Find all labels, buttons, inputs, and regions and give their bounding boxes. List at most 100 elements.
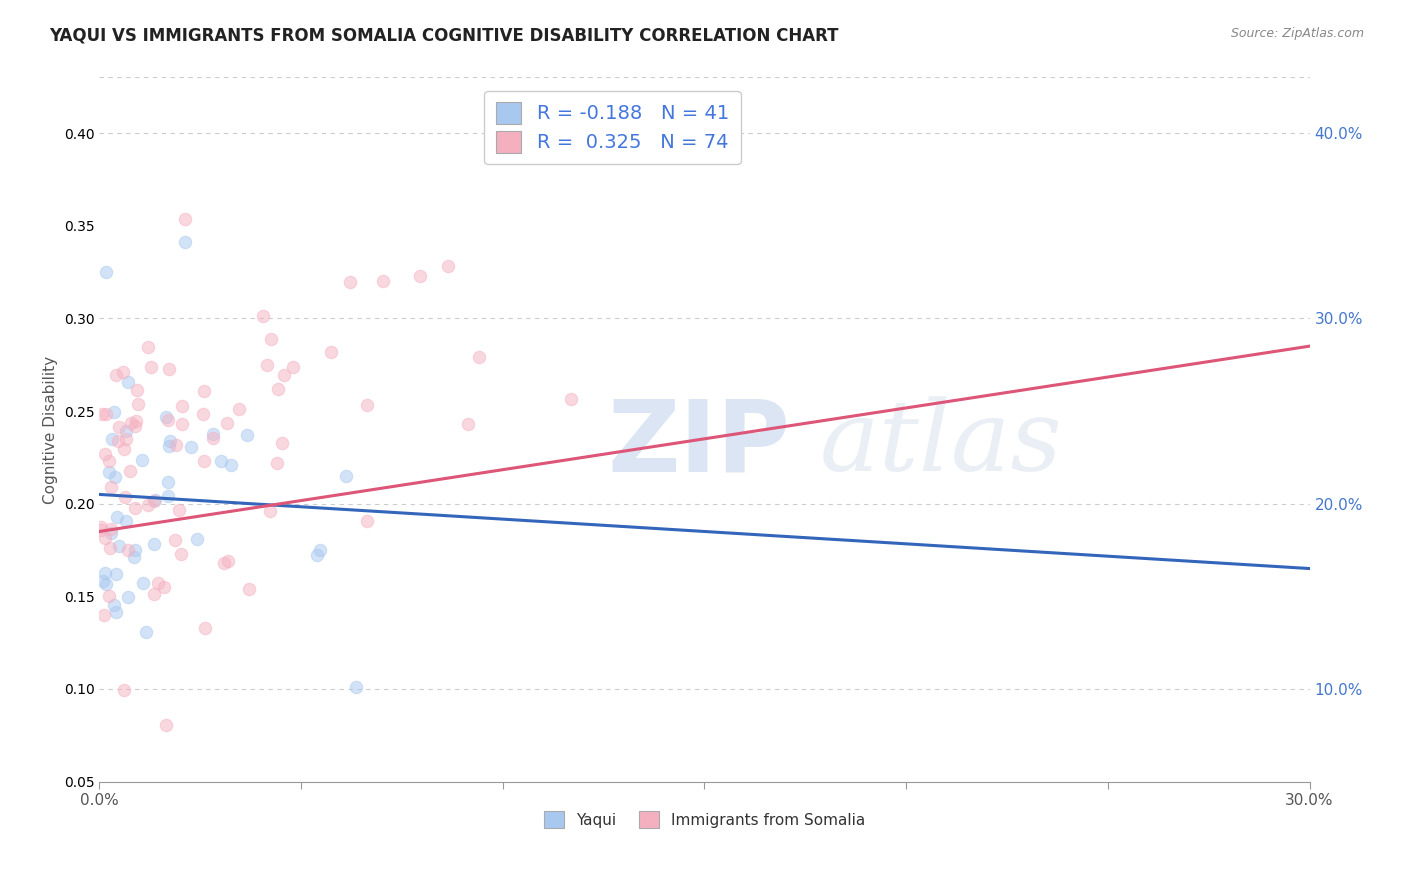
- Point: [437, 260, 460, 274]
- Point: [273, 368, 295, 382]
- Point: [165, 533, 187, 547]
- Point: [228, 401, 250, 416]
- Point: [134, 625, 156, 640]
- Point: [193, 454, 215, 468]
- Point: [104, 605, 127, 619]
- Point: [209, 454, 232, 468]
- Point: [201, 427, 224, 442]
- Point: [124, 501, 146, 516]
- Point: [100, 480, 122, 494]
- Point: [169, 503, 191, 517]
- Point: [252, 310, 274, 324]
- Point: [173, 212, 195, 227]
- Point: [309, 542, 332, 557]
- Point: [100, 526, 122, 541]
- Point: [217, 417, 239, 431]
- Point: [560, 392, 582, 406]
- Point: [142, 494, 165, 508]
- Point: [236, 427, 259, 442]
- Point: [115, 425, 138, 439]
- Point: [143, 587, 166, 601]
- Point: [97, 454, 120, 468]
- Point: [457, 417, 479, 431]
- Point: [94, 447, 117, 461]
- Point: [170, 399, 193, 413]
- Text: atlas: atlas: [820, 396, 1062, 491]
- Point: [93, 608, 115, 623]
- Point: [107, 539, 129, 553]
- Point: [97, 465, 120, 479]
- Point: [124, 542, 146, 557]
- Point: [142, 537, 165, 551]
- Point: [339, 275, 361, 289]
- Point: [271, 436, 294, 450]
- Point: [157, 413, 180, 427]
- Point: [117, 590, 139, 604]
- Y-axis label: Cognitive Disability: Cognitive Disability: [44, 356, 58, 504]
- Point: [114, 433, 136, 447]
- Point: [186, 533, 208, 547]
- Text: ZIP: ZIP: [607, 395, 790, 492]
- Point: [94, 566, 117, 580]
- Point: [100, 522, 122, 536]
- Point: [124, 549, 146, 564]
- Point: [201, 431, 224, 445]
- Point: [136, 340, 159, 354]
- Point: [114, 682, 136, 697]
- Point: [94, 408, 117, 422]
- Point: [256, 358, 278, 372]
- Point: [155, 718, 177, 732]
- Point: [101, 432, 124, 446]
- Point: [467, 351, 489, 365]
- Point: [281, 360, 304, 375]
- Point: [159, 434, 181, 448]
- Point: [156, 475, 179, 489]
- Point: [124, 418, 146, 433]
- Point: [180, 440, 202, 454]
- Point: [212, 556, 235, 570]
- Point: [321, 344, 343, 359]
- Point: [108, 420, 131, 434]
- Point: [155, 409, 177, 424]
- Point: [266, 456, 288, 470]
- Point: [131, 453, 153, 467]
- Point: [136, 498, 159, 512]
- Point: [107, 434, 129, 448]
- Point: [174, 235, 197, 249]
- Point: [105, 368, 128, 382]
- Point: [114, 490, 136, 504]
- Point: [120, 416, 142, 430]
- Point: [193, 384, 215, 398]
- Point: [112, 365, 135, 379]
- Point: [307, 548, 329, 562]
- Point: [96, 577, 118, 591]
- Point: [103, 598, 125, 612]
- Point: [117, 543, 139, 558]
- Point: [157, 361, 180, 376]
- Point: [259, 504, 281, 518]
- Point: [267, 382, 290, 396]
- Point: [217, 554, 239, 568]
- Point: [97, 589, 120, 603]
- Text: Source: ZipAtlas.com: Source: ZipAtlas.com: [1230, 27, 1364, 40]
- Point: [356, 398, 378, 412]
- Point: [238, 582, 260, 596]
- Point: [90, 523, 112, 537]
- Point: [125, 414, 148, 428]
- Point: [143, 492, 166, 507]
- Point: [115, 514, 138, 528]
- Point: [356, 514, 378, 528]
- Point: [104, 470, 127, 484]
- Point: [157, 439, 180, 453]
- Point: [90, 520, 112, 534]
- Point: [107, 509, 129, 524]
- Point: [94, 265, 117, 279]
- Point: [91, 574, 114, 589]
- Point: [118, 464, 141, 478]
- Point: [91, 407, 114, 421]
- Point: [125, 383, 148, 397]
- Point: [170, 547, 193, 561]
- Point: [409, 269, 432, 284]
- Point: [157, 489, 180, 503]
- Point: [170, 417, 193, 431]
